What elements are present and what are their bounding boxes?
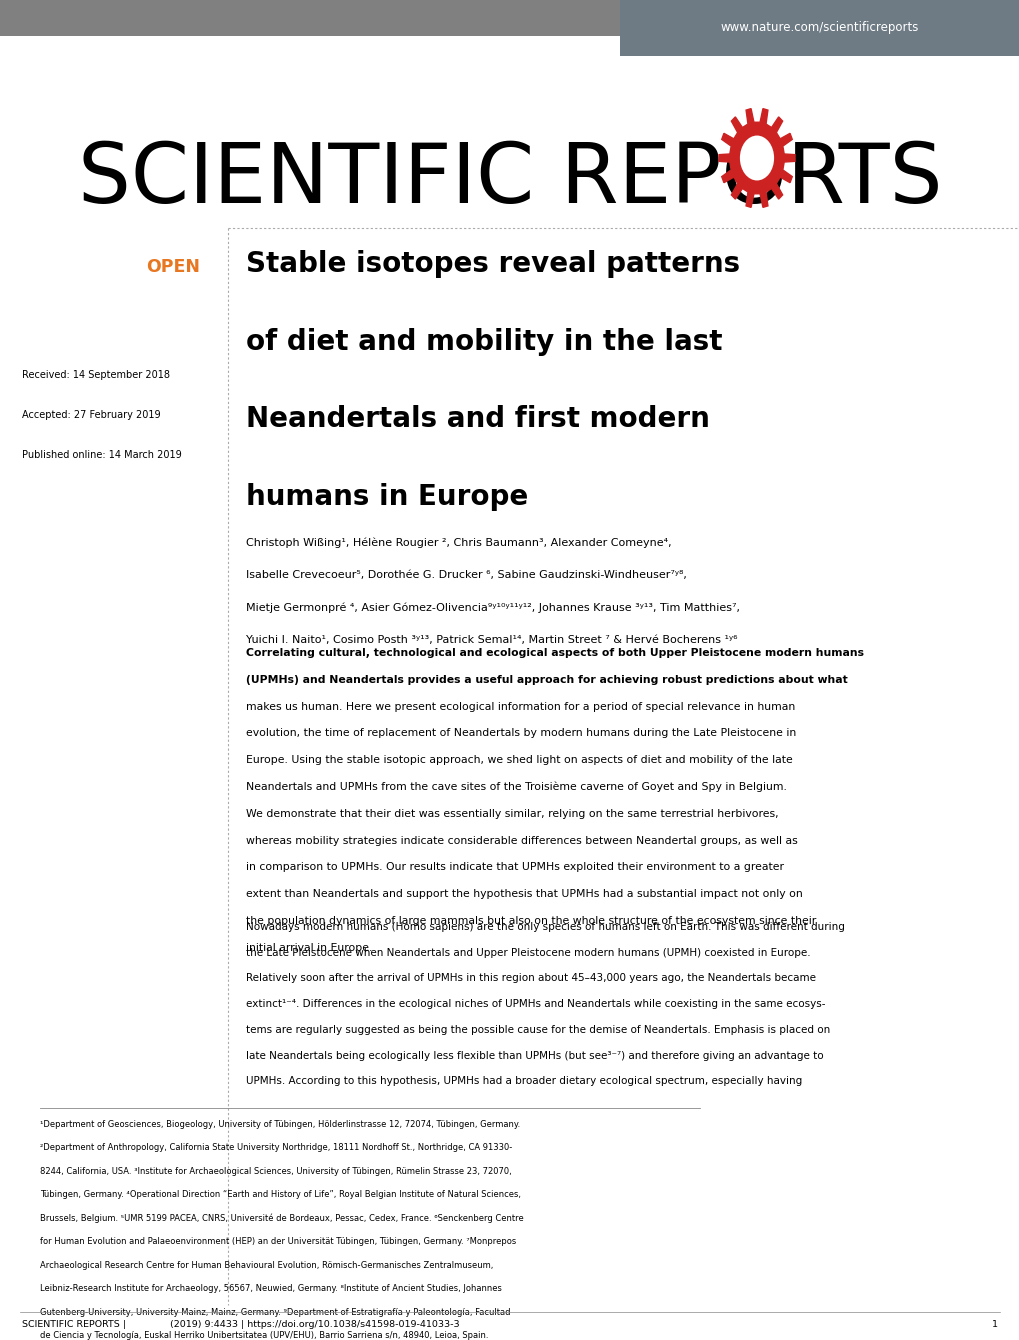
Text: SCIENTIFIC REPORTS |: SCIENTIFIC REPORTS | [22,1320,126,1329]
Text: de Ciencia y Tecnología, Euskal Herriko Unibertsitatea (UPV/EHU), Barrio Sarrien: de Ciencia y Tecnología, Euskal Herriko … [40,1331,488,1340]
Text: www.nature.com/scientificreports: www.nature.com/scientificreports [720,21,918,35]
Text: Archaeological Research Centre for Human Behavioural Evolution, Römisch-Germanis: Archaeological Research Centre for Human… [40,1261,493,1270]
Text: We demonstrate that their diet was essentially similar, relying on the same terr: We demonstrate that their diet was essen… [246,809,777,819]
Text: UPMHs. According to this hypothesis, UPMHs had a broader dietary ecological spec: UPMHs. According to this hypothesis, UPM… [246,1076,802,1087]
Text: 1: 1 [991,1320,997,1329]
Text: OPEN: OPEN [146,259,200,276]
Text: 8244, California, USA. ³Institute for Archaeological Sciences, University of Tüb: 8244, California, USA. ³Institute for Ar… [40,1167,512,1177]
Text: Accepted: 27 February 2019: Accepted: 27 February 2019 [22,410,160,421]
Text: Europe. Using the stable isotopic approach, we shed light on aspects of diet and: Europe. Using the stable isotopic approa… [246,756,792,765]
Text: Correlating cultural, technological and ecological aspects of both Upper Pleisto: Correlating cultural, technological and … [246,649,863,658]
Text: tems are regularly suggested as being the possible cause for the demise of Neand: tems are regularly suggested as being th… [246,1025,829,1034]
Text: Brussels, Belgium. ⁵UMR 5199 PACEA, CNRS, Université de Bordeaux, Pessac, Cedex,: Brussels, Belgium. ⁵UMR 5199 PACEA, CNRS… [40,1214,523,1223]
Text: makes us human. Here we present ecological information for a period of special r: makes us human. Here we present ecologic… [246,702,795,712]
Text: Nowadays modern humans (Homo sapiens) are the only species of humans left on Ear: Nowadays modern humans (Homo sapiens) ar… [246,922,844,933]
Text: (2019) 9:4433 | https://doi.org/10.1038/s41598-019-41033-3: (2019) 9:4433 | https://doi.org/10.1038/… [170,1320,460,1329]
Text: initial arrival in Europe.: initial arrival in Europe. [246,943,372,953]
Text: Yuichi I. Naito¹, Cosimo Posth ³ʸ¹³, Patrick Semal¹⁴, Martin Street ⁷ & Hervé Bo: Yuichi I. Naito¹, Cosimo Posth ³ʸ¹³, Pat… [246,635,737,646]
Text: ¹Department of Geosciences, Biogeology, University of Tübingen, Hölderlinstrasse: ¹Department of Geosciences, Biogeology, … [40,1120,520,1130]
Text: of diet and mobility in the last: of diet and mobility in the last [246,328,721,355]
FancyBboxPatch shape [620,0,1019,56]
Polygon shape [718,109,794,208]
Text: extinct¹⁻⁴. Differences in the ecological niches of UPMHs and Neandertals while : extinct¹⁻⁴. Differences in the ecologica… [246,1000,824,1009]
Text: Published online: 14 March 2019: Published online: 14 March 2019 [22,450,181,461]
Text: Received: 14 September 2018: Received: 14 September 2018 [22,370,170,381]
Text: ²Department of Anthropology, California State University Northridge, 18111 Nordh: ²Department of Anthropology, California … [40,1143,512,1152]
Text: Mietje Germonpré ⁴, Asier Gómez-Olivencia⁹ʸ¹⁰ʸ¹¹ʸ¹², Johannes Krause ³ʸ¹³, Tim M: Mietje Germonpré ⁴, Asier Gómez-Olivenci… [246,603,739,614]
Text: whereas mobility strategies indicate considerable differences between Neandertal: whereas mobility strategies indicate con… [246,836,797,846]
Text: Gutenberg-University, University Mainz, Mainz, Germany. ⁹Department of Estratigr: Gutenberg-University, University Mainz, … [40,1308,510,1317]
Text: Isabelle Crevecoeur⁵, Dorothée G. Drucker ⁶, Sabine Gaudzinski-Windheuser⁷ʸ⁸,: Isabelle Crevecoeur⁵, Dorothée G. Drucke… [246,570,686,580]
Text: Tübingen, Germany. ⁴Operational Direction “Earth and History of Life”, Royal Bel: Tübingen, Germany. ⁴Operational Directio… [40,1190,521,1199]
Text: humans in Europe: humans in Europe [246,484,528,511]
Text: the Late Pleistocene when Neandertals and Upper Pleistocene modern humans (UPMH): the Late Pleistocene when Neandertals an… [246,947,810,958]
Text: Neandertals and first modern: Neandertals and first modern [246,406,709,433]
Text: Relatively soon after the arrival of UPMHs in this region about 45–43,000 years : Relatively soon after the arrival of UPM… [246,973,815,984]
Circle shape [739,135,773,181]
Text: SCIENTIFIC REPORTS: SCIENTIFIC REPORTS [77,139,942,221]
Text: extent than Neandertals and support the hypothesis that UPMHs had a substantial : extent than Neandertals and support the … [246,890,802,899]
Text: the population dynamics of large mammals but also on the whole structure of the : the population dynamics of large mammals… [246,917,815,926]
Text: Christoph Wißing¹, Hélène Rougier ², Chris Baumann³, Alexander Comeyne⁴,: Christoph Wißing¹, Hélène Rougier ², Chr… [246,537,671,548]
Text: Stable isotopes reveal patterns: Stable isotopes reveal patterns [246,251,740,277]
Text: in comparison to UPMHs. Our results indicate that UPMHs exploited their environm: in comparison to UPMHs. Our results indi… [246,863,784,872]
Text: (UPMHs) and Neandertals provides a useful approach for achieving robust predicti: (UPMHs) and Neandertals provides a usefu… [246,675,847,685]
FancyBboxPatch shape [0,0,1019,36]
Text: for Human Evolution and Palaeoenvironment (HEP) an der Universität Tübingen, Tüb: for Human Evolution and Palaeoenvironmen… [40,1237,516,1246]
Text: late Neandertals being ecologically less flexible than UPMHs (but see³⁻⁷) and th: late Neandertals being ecologically less… [246,1051,822,1061]
Text: Leibniz-Research Institute for Archaeology, 56567, Neuwied, Germany. ⁸Institute : Leibniz-Research Institute for Archaeolo… [40,1284,501,1293]
Text: Neandertals and UPMHs from the cave sites of the Troisième caverne of Goyet and : Neandertals and UPMHs from the cave site… [246,783,786,792]
Text: evolution, the time of replacement of Neandertals by modern humans during the La: evolution, the time of replacement of Ne… [246,729,796,738]
